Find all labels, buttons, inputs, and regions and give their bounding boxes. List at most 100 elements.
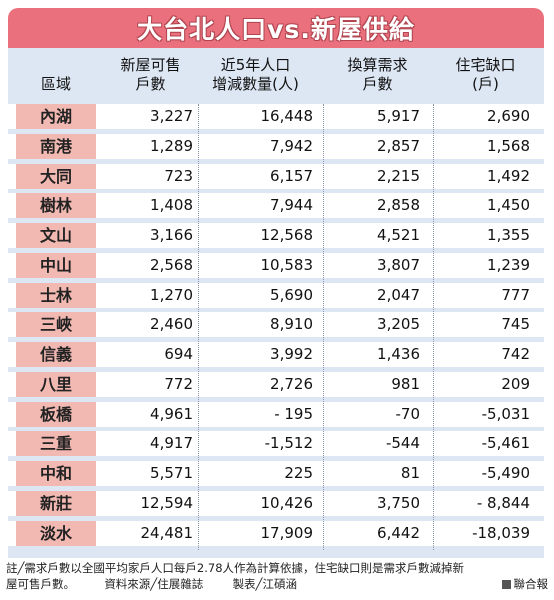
footer-maker: 製表╱江碩涵 (232, 577, 297, 591)
pop-change-cell: - 195 (274, 404, 313, 423)
header-pop-change: 近5年人口 增減數量(人) (203, 56, 308, 94)
demand-cell: 2,858 (377, 196, 420, 215)
district-cell: 板橋 (16, 401, 96, 427)
pop-change-cell: 6,157 (270, 166, 313, 185)
pop-change-cell: 12,568 (260, 226, 314, 244)
new-units-cell: 3,227 (150, 107, 193, 125)
new-units-cell: 694 (164, 345, 193, 363)
demand-cell: 81 (400, 464, 420, 482)
demand-cell: 1,436 (377, 345, 420, 363)
table-row: 淡水 24,481 17,909 6,442 -18,039 (8, 520, 544, 546)
shortage-cell: 1,239 (487, 255, 530, 274)
new-units-cell: 1,289 (150, 136, 193, 155)
new-units-cell: 1,408 (150, 196, 193, 215)
district-cell: 中和 (16, 461, 96, 486)
shortage-cell: 2,690 (487, 107, 530, 125)
demand-cell: 4,521 (377, 226, 420, 244)
demand-cell: 981 (391, 374, 420, 393)
table-row: 中和 5,571 225 81 -5,490 (8, 461, 544, 486)
district-cell: 士林 (16, 282, 96, 308)
table-row: 文山 3,166 12,568 4,521 1,355 (8, 223, 544, 248)
header-new-units: 新屋可售 戶數 (103, 56, 198, 94)
footer-note-line1: 註╱需求戶數以全國平均家戶人口每戶2.78人作為計算依據，住宅缺口則是需求戶數減… (6, 561, 465, 575)
shortage-cell: - 8,844 (476, 493, 530, 512)
shortage-cell: 745 (501, 315, 530, 334)
shortage-cell: 209 (501, 374, 530, 393)
district-cell: 南港 (16, 133, 96, 159)
demand-cell: -70 (395, 404, 421, 423)
header-demand-line1: 換算需求 (347, 56, 408, 74)
header-demand: 換算需求 戶數 (330, 56, 425, 94)
demand-cell: 3,205 (377, 315, 420, 334)
pop-change-cell: 10,583 (260, 255, 314, 274)
district-cell: 大同 (16, 163, 96, 189)
demand-cell: 6,442 (377, 523, 420, 542)
brand-square-icon (501, 580, 511, 589)
demand-cell: 3,807 (377, 255, 420, 274)
demand-cell: 2,857 (377, 136, 420, 155)
district-cell: 八里 (16, 371, 96, 397)
new-units-cell: 723 (164, 166, 193, 185)
district-cell: 中山 (16, 252, 96, 278)
pop-change-cell: -1,512 (264, 434, 313, 453)
pop-change-cell: 8,910 (270, 315, 313, 334)
table-header: 區域 新屋可售 戶數 近5年人口 增減數量(人) 換算需求 戶數 住宅缺口 (戶… (8, 48, 544, 102)
header-pop-change-line1: 近5年人口 (220, 56, 291, 74)
column-divider (323, 104, 325, 550)
shortage-cell: -5,490 (481, 464, 530, 482)
table-row: 新莊 12,594 10,426 3,750 - 8,844 (8, 490, 544, 516)
district-cell: 淡水 (16, 520, 96, 546)
shortage-cell: 777 (501, 285, 530, 304)
demand-cell: -544 (385, 434, 420, 453)
new-units-cell: 5,571 (150, 464, 193, 482)
shortage-cell: 1,355 (487, 226, 530, 244)
table-row: 士林 1,270 5,690 2,047 777 (8, 282, 544, 308)
district-cell: 三重 (16, 431, 96, 457)
pop-change-cell: 7,942 (270, 136, 313, 155)
district-cell: 三峽 (16, 312, 96, 338)
pop-change-cell: 225 (284, 464, 313, 482)
title-bar: 大台北人口vs.新屋供給 (8, 8, 544, 48)
footer-brand: 聯合報 (501, 576, 548, 592)
shortage-cell: 1,568 (487, 136, 530, 155)
pop-change-cell: 2,726 (270, 374, 313, 393)
pop-change-cell: 3,992 (270, 345, 313, 363)
footer-note: 註╱需求戶數以全國平均家戶人口每戶2.78人作為計算依據，住宅缺口則是需求戶數減… (6, 560, 548, 592)
new-units-cell: 1,270 (150, 285, 193, 304)
footer-source: 資料來源╱住展雜誌 (104, 577, 204, 591)
district-cell: 內湖 (16, 104, 96, 129)
district-cell: 樹林 (16, 193, 96, 219)
header-shortage-line1: 住宅缺口 (455, 56, 516, 74)
pop-change-cell: 7,944 (270, 196, 313, 215)
table-row: 中山 2,568 10,583 3,807 1,239 (8, 252, 544, 278)
demand-cell: 2,215 (377, 166, 420, 185)
header-new-units-line1: 新屋可售 (120, 56, 181, 74)
table-row: 板橋 4,961 - 195 -70 -5,031 (8, 401, 544, 427)
header-shortage: 住宅缺口 (戶) (438, 56, 533, 94)
shortage-cell: 1,492 (487, 166, 530, 185)
pop-change-cell: 16,448 (260, 107, 314, 125)
new-units-cell: 3,166 (150, 226, 193, 244)
shortage-cell: -5,461 (481, 434, 530, 453)
new-units-cell: 12,594 (140, 493, 194, 512)
demand-cell: 3,750 (377, 493, 420, 512)
data-table: 區域 新屋可售 戶數 近5年人口 增減數量(人) 換算需求 戶數 住宅缺口 (戶… (8, 48, 544, 558)
table-row: 南港 1,289 7,942 2,857 1,568 (8, 133, 544, 159)
new-units-cell: 4,917 (150, 434, 193, 453)
district-cell: 信義 (16, 342, 96, 367)
new-units-cell: 772 (164, 374, 193, 393)
header-pop-change-line2: 增減數量(人) (212, 75, 299, 93)
shortage-cell: -5,031 (481, 404, 530, 423)
table-row: 大同 723 6,157 2,215 1,492 (8, 163, 544, 189)
table-row: 三峽 2,460 8,910 3,205 745 (8, 312, 544, 338)
table-row: 信義 694 3,992 1,436 742 (8, 342, 544, 367)
new-units-cell: 24,481 (140, 523, 194, 542)
pop-change-cell: 10,426 (260, 493, 314, 512)
district-cell: 文山 (16, 223, 96, 248)
page-title: 大台北人口vs.新屋供給 (137, 15, 415, 44)
new-units-cell: 4,961 (150, 404, 193, 423)
pop-change-cell: 5,690 (270, 285, 313, 304)
column-divider (198, 104, 200, 550)
district-cell: 新莊 (16, 490, 96, 516)
